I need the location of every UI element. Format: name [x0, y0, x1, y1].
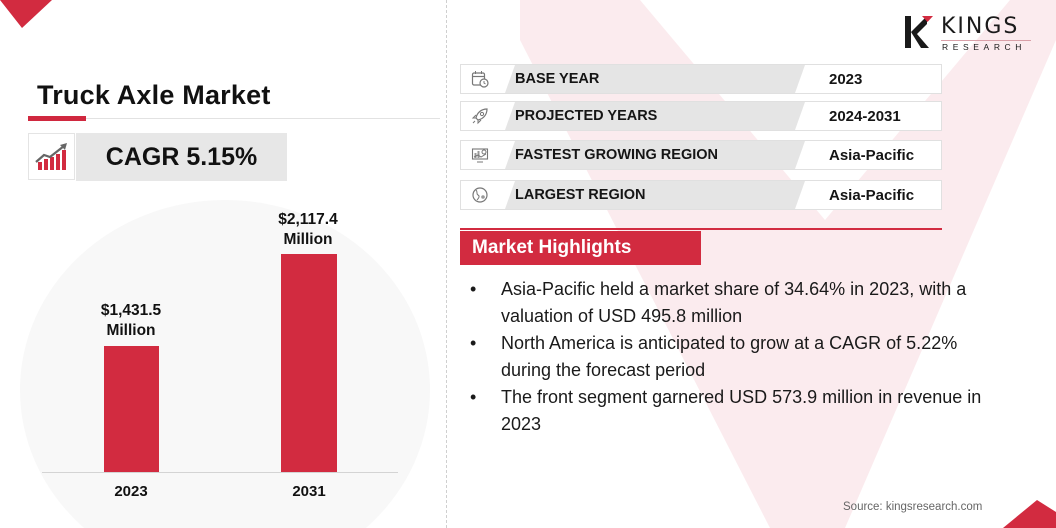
info-row-largest-region: LARGEST REGION Asia-Pacific [460, 180, 942, 210]
info-row-base-year: BASE YEAR 2023 [460, 64, 942, 94]
list-item: • Asia-Pacific held a market share of 34.… [470, 276, 1011, 330]
info-row-fastest-growing-region: FASTEST GROWING REGION Asia-Pacific [460, 140, 942, 170]
info-value: Asia-Pacific [829, 146, 915, 164]
logo-k-icon [905, 16, 933, 48]
bar-value-label-2023: $1,431.5 Million [100, 302, 162, 339]
kings-research-logo: KINGS RESEARCH [903, 14, 1033, 54]
cagr-value: CAGR 5.15% [76, 133, 287, 181]
info-value: 2023 [829, 70, 863, 88]
bullet: • [470, 279, 477, 299]
source-credit: Source: kingsresearch.com [843, 501, 983, 513]
growth-chart-icon [28, 133, 75, 180]
highlight-text: The front segment garnered USD 573.9 mil… [501, 387, 982, 434]
calendar-clock-icon [461, 65, 499, 93]
highlights-heading: Market Highlights [460, 231, 701, 265]
panel-divider [446, 0, 447, 528]
info-row-projected-years: PROJECTED YEARS 2024-2031 [460, 101, 942, 131]
bar-chart: $1,431.5 Million $2,117.4 Million 2023 2… [0, 0, 446, 528]
globe-icon [461, 181, 499, 209]
title-accent [28, 116, 86, 121]
list-item: • The front segment garnered USD 573.9 mi… [470, 384, 1001, 438]
highlights-list: • Asia-Pacific held a market share of 34.… [470, 276, 1010, 438]
x-label-2023: 2023 [114, 483, 148, 500]
x-label-2031: 2031 [292, 483, 326, 500]
bar-2023 [104, 346, 159, 472]
rocket-icon [461, 102, 499, 130]
info-value: 2024-2031 [829, 107, 901, 125]
x-axis [42, 472, 398, 473]
info-label: LARGEST REGION [515, 187, 646, 203]
title-rule [28, 118, 440, 119]
info-label: PROJECTED YEARS [515, 108, 658, 124]
highlights-rule [460, 228, 942, 230]
info-value: Asia-Pacific [829, 186, 915, 204]
highlight-text: North America is anticipated to grow at … [501, 333, 958, 380]
info-label: BASE YEAR [515, 71, 600, 87]
logo-subtitle: RESEARCH [942, 42, 1027, 52]
list-item: • North America is anticipated to grow at… [470, 330, 1011, 384]
info-label: FASTEST GROWING REGION [515, 147, 719, 163]
bar-value-label-2031: $2,117.4 Million [278, 211, 338, 248]
logo-name: KINGS [941, 14, 1020, 39]
logo-rule [941, 40, 1031, 41]
bullet: • [470, 387, 477, 407]
bar-2031 [281, 254, 337, 472]
highlight-text: Asia-Pacific held a market share of 34.6… [501, 279, 967, 326]
bullet: • [470, 333, 477, 353]
page-title: Truck Axle Market [37, 80, 271, 110]
growth-region-icon [461, 141, 499, 169]
